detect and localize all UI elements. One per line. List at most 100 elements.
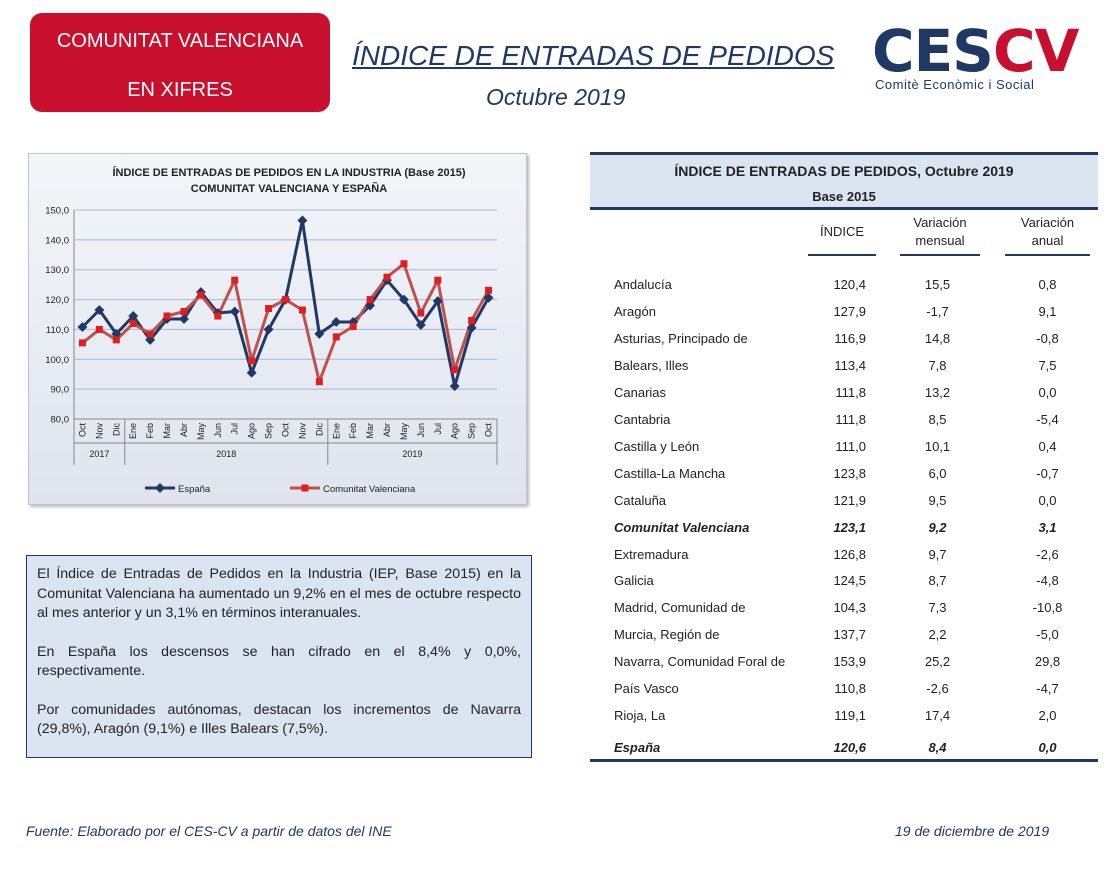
x-tick-label: Sep xyxy=(467,423,477,439)
row-name: Madrid, Comunidad de xyxy=(614,600,746,616)
x-axis-ticks: Oct Nov Dic Ene Feb Mar Abr May Jun Jul Ago Sep Oct N… xyxy=(73,419,498,465)
logo-ces: CES xyxy=(872,17,994,85)
row-variacion-mensual: 9,2 xyxy=(928,519,947,535)
table-bottom-rule xyxy=(590,759,1098,762)
x-tick-label: Ago xyxy=(247,423,257,439)
chart-grid xyxy=(73,209,497,420)
table-row: Murcia, Región de 137,7 2,2 -5,0 xyxy=(590,623,1098,650)
table-row: Andalucía 120,4 15,5 0,8 xyxy=(590,273,1098,300)
row-indice: 113,4 xyxy=(834,357,866,373)
x-tick-label: Abr xyxy=(179,423,189,437)
row-indice: 137,7 xyxy=(833,627,866,643)
chart-panel: ÍNDICE DE ENTRADAS DE PEDIDOS EN LA INDU… xyxy=(28,153,527,505)
data-point-comunitat-valenciana xyxy=(298,306,306,314)
row-variacion-mensual: 25,2 xyxy=(924,654,951,670)
data-point-comunitat-valenciana xyxy=(383,273,391,281)
data-point-comunitat-valenciana xyxy=(451,366,459,374)
table-row: Cataluña 121,9 9,5 0,0 xyxy=(590,489,1098,516)
row-name: Aragón xyxy=(614,303,656,319)
column-header-anual-line1: Variación xyxy=(1020,215,1075,230)
x-tick-label: Dic xyxy=(111,423,121,436)
data-point-comunitat-valenciana xyxy=(417,309,425,317)
data-point-comunitat-valenciana xyxy=(95,325,103,333)
row-indice: 123,8 xyxy=(833,465,866,481)
row-variacion-mensual: 9,5 xyxy=(928,492,947,508)
data-point-comunitat-valenciana xyxy=(265,305,273,313)
row-variacion-mensual: 8,4 xyxy=(928,740,947,756)
row-variacion-anual: -5,0 xyxy=(1036,627,1059,643)
x-tick-label: Jun xyxy=(416,423,426,438)
data-point-comunitat-valenciana xyxy=(163,312,171,320)
column-header-mensual: Variación mensual xyxy=(900,214,980,256)
table-title: ÍNDICE DE ENTRADAS DE PEDIDOS, Octubre 2… xyxy=(674,163,1014,179)
table-row: Galicia 124,5 8,7 -4,8 xyxy=(590,569,1098,596)
y-tick-label: 120,0 xyxy=(45,295,69,306)
row-indice: 121,9 xyxy=(833,492,866,508)
row-indice: 110,8 xyxy=(834,681,866,697)
y-tick-label: 130,0 xyxy=(45,265,69,276)
data-point-espana xyxy=(432,296,443,307)
row-variacion-anual: 7,5 xyxy=(1038,357,1057,373)
legend-marker xyxy=(155,483,165,493)
y-axis-ticks: 150,0 140,0 130,0 120,0 110,0 100,0 90,0 80,0 xyxy=(45,206,69,426)
x-tick-label: May xyxy=(196,423,206,441)
logo-wordmark: CESCV xyxy=(872,22,1079,80)
row-variacion-anual: -0,8 xyxy=(1036,330,1059,346)
y-tick-label: 150,0 xyxy=(45,206,69,217)
row-indice: 120,6 xyxy=(833,740,866,756)
row-indice: 123,1 xyxy=(833,519,866,535)
row-variacion-mensual: 8,7 xyxy=(928,573,947,589)
logo-tagline: Comitè Econòmic i Social xyxy=(875,77,1035,92)
summary-paragraph-1: El Índice de Entradas de Pedidos en la I… xyxy=(37,566,521,621)
data-point-comunitat-valenciana xyxy=(468,316,476,324)
row-variacion-anual: 0,0 xyxy=(1038,740,1057,756)
x-tick-label: Mar xyxy=(365,423,375,439)
row-variacion-mensual: 15,5 xyxy=(924,277,951,292)
data-point-espana xyxy=(297,215,308,226)
summary-paragraph-3: Por comunidades autónomas, destacan los … xyxy=(37,701,521,738)
data-point-comunitat-valenciana xyxy=(366,296,374,304)
page-title: ÍNDICE DE ENTRADAS DE PEDIDOS xyxy=(352,40,835,71)
row-indice: 111,8 xyxy=(835,384,866,400)
chart-title: ÍNDICE DE ENTRADAS DE PEDIDOS EN LA INDU… xyxy=(112,166,465,179)
data-point-comunitat-valenciana xyxy=(315,378,323,386)
row-indice: 153,9 xyxy=(833,654,866,670)
data-point-espana xyxy=(466,322,477,333)
row-variacion-anual: -5,4 xyxy=(1036,411,1059,427)
table-base: Base 2015 xyxy=(812,189,876,204)
x-tick-label: Oct xyxy=(281,423,291,438)
row-name: Balears, Illes xyxy=(614,357,689,373)
table-row: Rioja, La 119,1 17,4 2,0 xyxy=(590,704,1098,731)
table-row: Castilla-La Mancha 123,8 6,0 -0,7 xyxy=(590,462,1098,489)
row-name: España xyxy=(614,740,661,756)
row-variacion-anual: 9,1 xyxy=(1038,303,1057,319)
column-header-mensual-line1: Variación xyxy=(913,215,967,230)
table-row: Madrid, Comunidad de 104,3 7,3 -10,8 xyxy=(590,596,1098,623)
row-indice: 126,8 xyxy=(833,546,866,562)
row-indice: 111,0 xyxy=(835,438,866,454)
y-tick-label: 80,0 xyxy=(51,415,70,426)
data-point-espana xyxy=(77,322,88,332)
row-name: Navarra, Comunidad Foral de xyxy=(614,654,786,670)
row-variacion-mensual: 13,2 xyxy=(924,384,951,400)
chart-subtitle: COMUNITAT VALENCIANA Y ESPAÑA xyxy=(191,182,387,195)
region-badge: COMUNITAT VALENCIANA EN XIFRES xyxy=(30,13,330,112)
page-subtitle: Octubre 2019 xyxy=(486,84,626,110)
row-name: Murcia, Región de xyxy=(614,627,720,643)
chart-series xyxy=(77,215,494,392)
table-row: Canarias 111,8 13,2 0,0 xyxy=(590,381,1098,408)
column-header-anual-line2: anual xyxy=(1031,233,1064,248)
year-label: 2017 xyxy=(89,449,109,459)
legend-marker xyxy=(301,484,309,492)
x-tick-label: Abr xyxy=(382,423,392,437)
row-name: Galicia xyxy=(614,573,654,589)
x-tick-label: Jun xyxy=(213,423,223,438)
data-point-espana xyxy=(229,306,240,317)
table-row: Balears, Illes 113,4 7,8 7,5 xyxy=(590,354,1098,381)
y-tick-label: 140,0 xyxy=(45,235,69,246)
table-row: Castilla y León 111,0 10,1 0,4 xyxy=(590,435,1098,462)
data-point-espana xyxy=(449,381,460,392)
badge-line-2: EN XIFRES xyxy=(127,79,233,101)
row-name: Rioja, La xyxy=(614,708,666,724)
row-variacion-anual: -4,7 xyxy=(1036,681,1059,697)
